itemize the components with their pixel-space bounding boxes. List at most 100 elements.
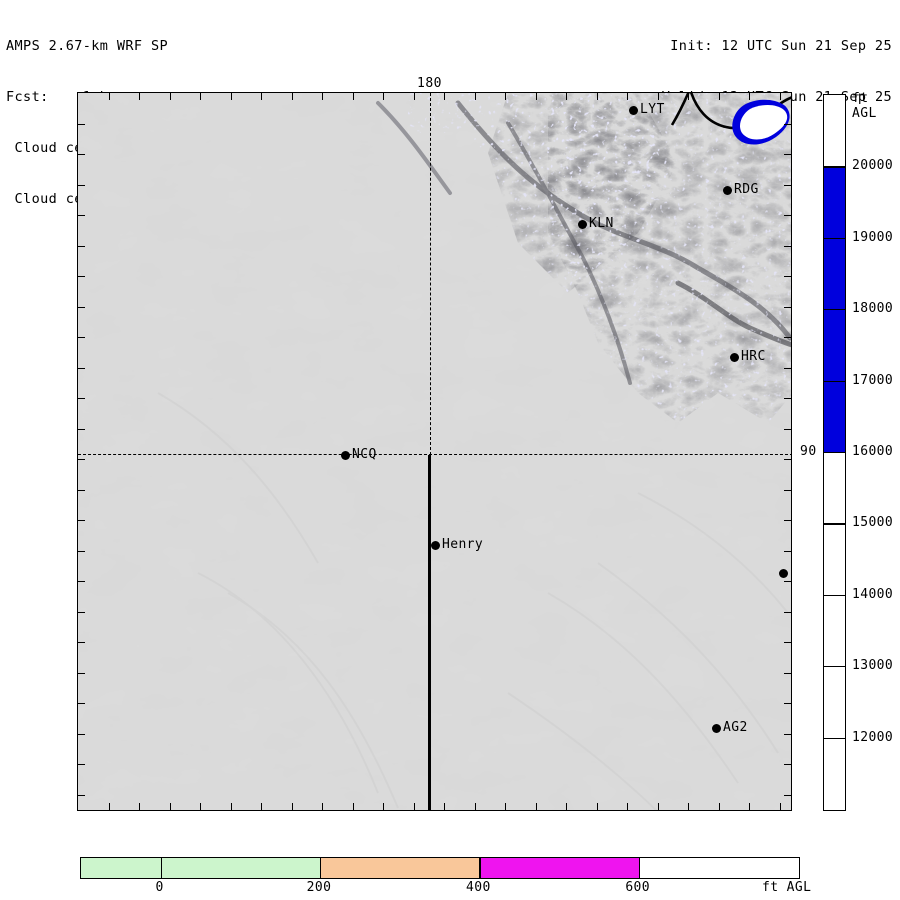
horizontal-colorbar-band-2: [320, 858, 480, 878]
map-tick-bottom: [169, 803, 171, 810]
map-tick-bottom: [383, 803, 384, 810]
vertical-colorbar-divider: [824, 452, 845, 454]
map-tick-top: [383, 93, 384, 100]
map-tick-top: [200, 93, 201, 100]
map-tick-left: [78, 337, 85, 338]
vertical-colorbar[interactable]: [823, 94, 846, 811]
map-tick-top: [352, 93, 354, 100]
horizontal-colorbar-divider: [638, 858, 640, 878]
map-tick-left: [78, 794, 85, 796]
map-tick-left: [78, 764, 85, 765]
map-tick-bottom: [108, 803, 110, 810]
map-tick-left: [78, 428, 85, 430]
map-tick-top: [749, 93, 750, 100]
horizontal-colorbar-divider: [320, 858, 322, 878]
vertical-colorbar-tick-label: 13000: [852, 658, 894, 674]
horizontal-colorbar-band-3: [479, 858, 639, 878]
map-tick-bottom: [535, 803, 537, 810]
map-tick-bottom: [352, 803, 354, 810]
map-tick-left: [78, 154, 85, 155]
map-tick-right: [784, 611, 791, 613]
map-tick-left: [78, 489, 85, 491]
map-tick-left: [78, 581, 85, 582]
station-dot-icon: [712, 724, 721, 733]
meridian-180-solid-line: [428, 455, 431, 810]
map-tick-left: [78, 245, 85, 247]
station-label: NCQ: [352, 447, 377, 462]
map-tick-bottom: [230, 803, 232, 810]
map-tick-left: [78, 184, 85, 186]
station-dot-icon: [629, 106, 638, 115]
vertical-colorbar-divider: [824, 309, 845, 311]
map-tick-left: [78, 550, 85, 552]
map-tick-top: [718, 93, 720, 100]
map-plot-area[interactable]: LYT RDG KLN HRC NCQ Henry AG2: [77, 92, 792, 811]
vertical-colorbar-tick-label: 20000: [852, 158, 894, 174]
map-tick-top: [322, 93, 323, 100]
station-dot-icon: [431, 541, 440, 550]
horizontal-colorbar-divider: [160, 858, 162, 878]
map-tick-left: [78, 642, 85, 643]
map-tick-left: [78, 306, 85, 308]
map-tick-bottom: [596, 803, 598, 810]
map-tick-right: [784, 703, 791, 704]
vertical-colorbar-divider: [824, 666, 845, 668]
station-label: RDG: [734, 182, 759, 197]
station-dot-icon: [730, 353, 739, 362]
parallel-90w-line: [78, 454, 791, 455]
vertical-colorbar-tick-label: 17000: [852, 372, 894, 388]
map-tick-left: [78, 672, 85, 674]
vertical-colorbar-divider: [824, 523, 845, 525]
vertical-colorbar-tick-label: 16000: [852, 444, 894, 459]
map-tick-top: [261, 93, 262, 100]
map-tick-right: [784, 337, 791, 338]
map-tick-bottom: [261, 803, 262, 810]
horizontal-colorbar-tick-label: 400: [465, 880, 491, 895]
map-tick-left: [78, 611, 85, 613]
map-tick-bottom: [505, 803, 506, 810]
horizontal-colorbar-tick-label: 600: [625, 880, 650, 895]
map-tick-bottom: [474, 803, 476, 810]
map-tick-top: [169, 93, 171, 100]
map-tick-right: [784, 184, 791, 186]
map-tick-bottom: [779, 803, 781, 810]
map-tick-right: [784, 459, 791, 460]
map-tick-right: [784, 215, 791, 216]
map-tick-top: [444, 93, 445, 100]
map-tick-right: [784, 489, 791, 491]
map-tick-right: [784, 367, 791, 369]
init-time: Init: 12 UTC Sun 21 Sep 25: [670, 38, 892, 54]
map-tick-top: [657, 93, 659, 100]
map-tick-bottom: [139, 803, 140, 810]
map-tick-bottom: [322, 803, 323, 810]
map-tick-right: [784, 794, 791, 796]
horizontal-colorbar-band-4: [638, 858, 798, 878]
map-tick-bottom: [627, 803, 628, 810]
map-tick-top: [108, 93, 110, 100]
map-tick-right: [784, 642, 791, 643]
map-tick-right: [784, 428, 791, 430]
station-dot-icon: [723, 186, 732, 195]
station-dot-icon: [779, 569, 788, 578]
horizontal-colorbar-band-0: [81, 858, 161, 878]
map-tick-right: [784, 123, 791, 125]
map-tick-right: [784, 154, 791, 155]
map-tick-top: [413, 93, 415, 100]
map-tick-left: [78, 733, 85, 735]
map-tick-bottom: [718, 803, 720, 810]
horizontal-colorbar-divider: [479, 858, 481, 878]
map-tick-right: [784, 520, 791, 521]
map-tick-left: [78, 703, 85, 704]
station-label: HRC: [741, 349, 766, 364]
horizontal-colorbar[interactable]: [80, 857, 800, 879]
map-tick-right: [784, 398, 791, 399]
vertical-colorbar-divider: [824, 594, 845, 596]
map-tick-right: [784, 733, 791, 735]
vertical-colorbar-unit-label: ft AGL: [852, 91, 877, 121]
map-tick-left: [78, 398, 85, 399]
map-tick-left: [78, 459, 85, 460]
vertical-colorbar-tick-label: 12000: [852, 729, 894, 745]
map-tick-top: [474, 93, 476, 100]
vertical-colorbar-tick-label: 14000: [852, 586, 894, 602]
horizontal-colorbar-band-1: [160, 858, 320, 878]
